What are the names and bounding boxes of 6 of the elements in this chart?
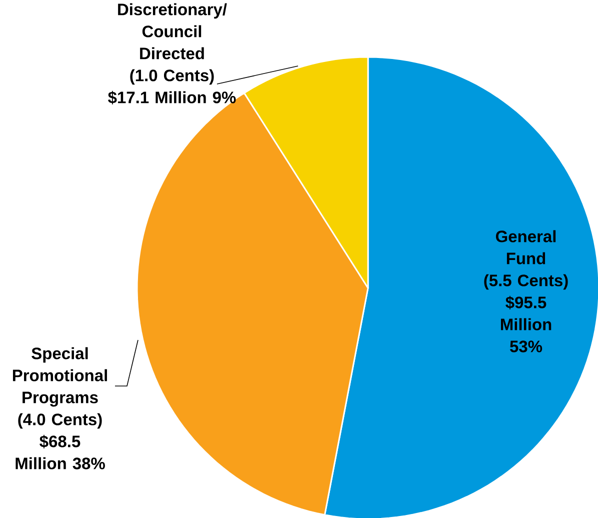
slice-label: Special Promotional Programs — [12, 347, 107, 407]
data-label: (4.0 Cents) $68.5 Million 38% — [16, 413, 105, 470]
data-label: (5.5 Cents) $95.5 Million 53% — [484, 274, 568, 352]
slice-label: General Fund — [496, 230, 556, 264]
slice-label: Discretionary/ Council Directed — [118, 3, 227, 60]
data-label: (1.0 Cents) $17.1 Million 9% — [108, 69, 236, 104]
